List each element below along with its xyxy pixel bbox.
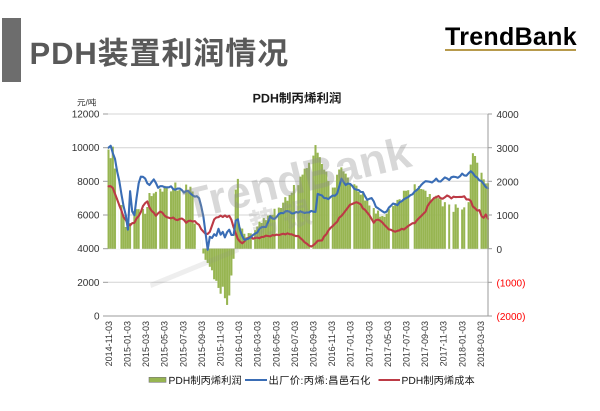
svg-text:2000: 2000 [77,278,100,289]
svg-text:6000: 6000 [77,211,100,222]
svg-text:2018-01-03: 2018-01-03 [457,321,467,367]
svg-text:2014-11-03: 2014-11-03 [104,321,114,366]
svg-text:4000: 4000 [77,244,100,255]
svg-text:2016-03-03: 2016-03-03 [253,321,263,367]
svg-text:0: 0 [94,312,100,323]
svg-text:(1000): (1000) [497,279,526,290]
svg-text:2017-05-03: 2017-05-03 [383,321,393,367]
svg-text:2018-03-03: 2018-03-03 [476,321,486,367]
svg-text:1000: 1000 [497,211,520,222]
svg-text:(2000): (2000) [497,312,526,323]
svg-text:2017-11-03: 2017-11-03 [439,321,449,366]
svg-text:2016-09-03: 2016-09-03 [308,321,318,367]
svg-text:10000: 10000 [72,143,100,154]
svg-text:4000: 4000 [497,110,520,121]
svg-text:2015-07-03: 2015-07-03 [178,321,188,367]
svg-text:2016-07-03: 2016-07-03 [290,321,300,367]
svg-text:2015-11-03: 2015-11-03 [215,321,225,366]
svg-text:2016-11-03: 2016-11-03 [327,321,337,366]
svg-text:2015-03-03: 2015-03-03 [141,321,151,367]
svg-text:12000: 12000 [72,110,100,121]
svg-text:2017-09-03: 2017-09-03 [420,321,430,367]
svg-text:8000: 8000 [77,177,100,188]
svg-text:3000: 3000 [497,144,520,155]
svg-text:2017-03-03: 2017-03-03 [364,321,374,367]
svg-text:2016-05-03: 2016-05-03 [271,321,281,367]
svg-text:2017-07-03: 2017-07-03 [401,321,411,367]
svg-text:0: 0 [497,245,503,256]
svg-text:2000: 2000 [497,178,520,189]
svg-text:2016-01-03: 2016-01-03 [234,321,244,367]
svg-text:2015-05-03: 2015-05-03 [160,321,170,367]
svg-text:2015-09-03: 2015-09-03 [197,321,207,367]
svg-text:2015-01-03: 2015-01-03 [122,321,132,367]
svg-text:2017-01-03: 2017-01-03 [346,321,356,367]
